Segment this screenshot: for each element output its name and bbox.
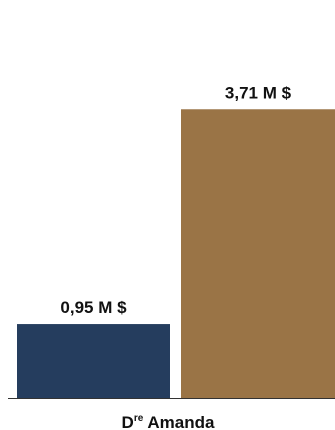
- value-label-2: 3,71 M $: [225, 83, 292, 102]
- bar-1: [17, 324, 170, 398]
- category-label-base: D: [122, 413, 134, 430]
- category-label-rest: Amanda: [143, 413, 215, 430]
- bars-group: [17, 109, 335, 398]
- category-label: Dre Amanda: [122, 413, 215, 430]
- category-label-sup: re: [134, 413, 144, 424]
- bar-2: [181, 109, 335, 398]
- value-labels-group: 0,95 M $ 3,71 M $: [60, 83, 291, 317]
- value-label-1: 0,95 M $: [60, 298, 127, 317]
